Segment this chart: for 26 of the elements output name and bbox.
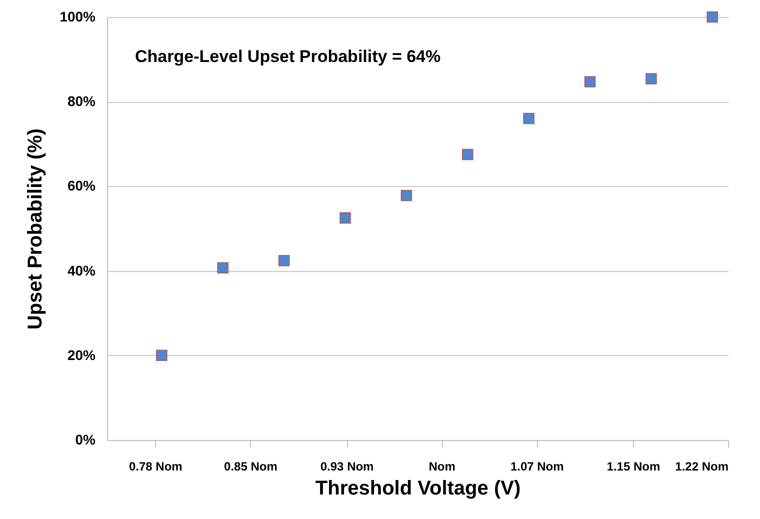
point xyxy=(584,76,596,88)
x-tick-label: 0.93 Nom xyxy=(320,460,374,474)
point xyxy=(400,190,412,202)
y-tick-label: 40% xyxy=(67,262,96,278)
point xyxy=(706,11,718,23)
point xyxy=(523,112,534,124)
y-tick-label: 0% xyxy=(75,432,96,448)
x-tick-label: Nom xyxy=(428,460,456,474)
x-tick-label: 1.07 Nom xyxy=(510,460,564,474)
x-tick-label: 1.22 Nom xyxy=(675,460,728,474)
y-tick-label: 80% xyxy=(67,93,96,110)
y-tick-label: 20% xyxy=(67,346,96,363)
x-tick-label: 0.85 Nom xyxy=(224,460,278,474)
point xyxy=(278,255,290,266)
point xyxy=(340,212,351,224)
point xyxy=(462,148,474,160)
x-axis-title: Threshold Voltage (V) xyxy=(315,478,521,500)
point xyxy=(217,262,229,274)
point xyxy=(646,73,657,84)
y-tick-label: 100% xyxy=(60,8,96,24)
point xyxy=(156,350,168,362)
y-tick-label: 60% xyxy=(67,178,96,194)
y-axis-title: Upset Probability (%) xyxy=(24,128,47,330)
annotation: Charge-Level Upset Probability = 64% xyxy=(135,47,441,66)
x-tick-label: 1.15 Nom xyxy=(606,460,660,474)
x-tick-label: 0.78 Nom xyxy=(128,460,182,474)
